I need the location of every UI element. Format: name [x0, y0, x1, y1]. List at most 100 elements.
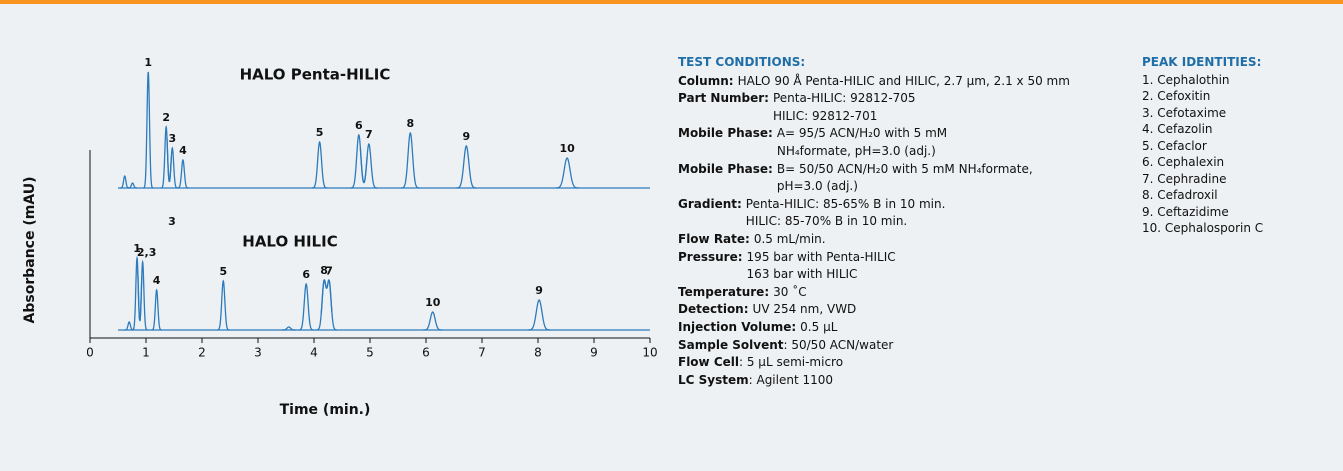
condition-value: Penta-HILIC: 92812-705 HILIC: 92812-701: [773, 90, 916, 125]
x-tick-label: 5: [366, 346, 374, 360]
peak: [166, 137, 178, 189]
peak-label: 7: [365, 128, 373, 141]
peak-identity: 5. Cefaclor: [1142, 138, 1207, 153]
peak-identity: 7. Cephradine: [1142, 171, 1227, 186]
value-line: Penta-HILIC: 92812-705: [772, 91, 916, 106]
section-title: PEAK IDENTITIES:: [1142, 55, 1262, 69]
peak-label: 1: [133, 242, 141, 255]
value-line: 163 bar with HILIC: [746, 267, 858, 282]
peak: [320, 279, 338, 331]
condition: Pressure: 195 bar with Penta-HILIC 163 bar…: [678, 249, 1070, 284]
x-tick-label: 1: [142, 346, 150, 360]
condition: Column: HALO 90 Å Penta-HILIC and HILIC, …: [678, 73, 1070, 91]
x-tick-label: 7: [478, 346, 486, 360]
condition: LC System: Agilent 1100: [678, 372, 1070, 390]
peak-label: 10: [559, 142, 575, 155]
peak: [359, 142, 378, 189]
condition-value: UV 254 nm, VWD: [753, 301, 857, 319]
y-axis-label: Absorbance (mAU): [22, 177, 38, 324]
x-tick-label: 2: [198, 346, 206, 360]
peak-identity: 3. Cefotaxime: [1142, 105, 1227, 120]
condition-label: Gradient:: [678, 196, 742, 211]
condition-label: Column:: [678, 73, 734, 88]
condition-label: Pressure:: [678, 249, 743, 264]
x-tick-label: 9: [590, 346, 598, 360]
peak: [124, 321, 135, 331]
value-line: : 5 µL semi-micro: [739, 355, 844, 370]
x-tick-label: 8: [534, 346, 542, 360]
peak: [127, 182, 138, 189]
peak-identity: 9. Ceftazidime: [1142, 204, 1229, 219]
value-line: 0.5 µL: [800, 319, 838, 334]
peak: [423, 311, 443, 331]
peak: [311, 140, 328, 189]
condition-value: 195 bar with Penta-HILIC 163 bar with HIL…: [747, 249, 896, 284]
peak: [143, 71, 154, 189]
peak: [217, 279, 230, 331]
peak: [120, 175, 130, 189]
peak: [151, 288, 162, 331]
condition-label: Flow Cell: [678, 355, 739, 370]
peak: [555, 157, 579, 189]
annotation: 3: [168, 215, 176, 228]
condition: Mobile Phase: B= 50/50 ACN/H₂0 with 5 mM …: [678, 161, 1070, 196]
value-line: B= 50/50 ACN/H₂0 with 5 mM NH₄formate,: [776, 161, 1033, 176]
peak-label: 2,3: [137, 246, 157, 259]
condition: Temperature: 30 ˚C: [678, 284, 1070, 302]
test-conditions: TEST CONDITIONS: Column: HALO 90 Å Penta-H…: [678, 54, 1070, 389]
condition-value: A= 95/5 ACN/H₂0 with 5 mM NH₄formate, pH=…: [777, 125, 947, 160]
condition-label: Part Number:: [678, 91, 769, 106]
condition-value: HALO 90 Å Penta-HILIC and HILIC, 2.7 µm,…: [738, 73, 1070, 91]
condition-label: Detection:: [678, 302, 749, 317]
peak-label: 6: [355, 119, 363, 132]
peak-label: 9: [535, 284, 543, 297]
condition-value: 0.5 mL/min.: [754, 231, 826, 249]
series-title: HALO Penta-HILIC: [240, 66, 391, 84]
condition-value: : Agilent 1100: [749, 372, 833, 390]
condition-label: Flow Rate:: [678, 231, 750, 246]
value-line: HILIC: 85-70% B in 10 min.: [745, 214, 908, 229]
peak-label: 3: [168, 132, 176, 145]
peak-label: 1: [144, 56, 152, 69]
peak-label: 8: [320, 264, 328, 277]
condition-value: Penta-HILIC: 85-65% B in 10 min. HILIC: 8…: [746, 196, 946, 231]
peak-identity: 10. Cephalosporin C: [1142, 221, 1264, 235]
value-line: pH=3.0 (adj.): [776, 179, 858, 194]
condition-value: : 5 µL semi-micro: [739, 354, 843, 372]
condition: Detection: UV 254 nm, VWD: [678, 301, 1070, 319]
peak-identity: 8. Cefadroxil: [1142, 188, 1218, 202]
condition: Injection Volume: 0.5 µL: [678, 319, 1070, 337]
condition: Flow Rate: 0.5 mL/min.: [678, 231, 1070, 249]
peak: [177, 158, 189, 189]
value-line: Penta-HILIC: 85-65% B in 10 min.: [745, 196, 946, 211]
peak-identity: 2. Cefoxitin: [1142, 89, 1211, 103]
peak-label: 9: [462, 130, 470, 143]
value-line: : 50/50 ACN/water: [783, 337, 894, 352]
peak-label: 10: [425, 296, 441, 309]
value-line: HILIC: 92812-701: [772, 108, 878, 123]
condition-value: 30 ˚C: [773, 284, 806, 302]
x-tick-label: 10: [642, 346, 657, 360]
value-line: 195 bar with Penta-HILIC: [746, 249, 896, 264]
condition-value: : 50/50 ACN/water: [784, 337, 894, 355]
peak-identities: PEAK IDENTITIES: 1. Cephalothin 2. Cefoxit…: [1142, 54, 1263, 237]
peak-label: 6: [302, 268, 310, 281]
x-tick-label: 4: [310, 346, 318, 360]
condition-label: Temperature:: [678, 284, 770, 299]
value-line: : Agilent 1100: [748, 372, 834, 387]
condition-value: B= 50/50 ACN/H₂0 with 5 mM NH₄formate, pH…: [777, 161, 1033, 196]
condition-label: Mobile Phase:: [678, 126, 773, 141]
peak: [527, 299, 551, 331]
condition-value: 0.5 µL: [800, 319, 837, 337]
section-title: TEST CONDITIONS:: [678, 55, 806, 69]
peak: [401, 131, 420, 189]
value-line: HALO 90 Å Penta-HILIC and HILIC, 2.7 µm,…: [737, 73, 1070, 88]
peak-label: 4: [153, 274, 161, 287]
condition: Flow Cell: 5 µL semi-micro: [678, 354, 1070, 372]
peak: [298, 282, 314, 331]
peak: [281, 326, 297, 331]
x-axis-label: Time (min.): [280, 402, 371, 418]
peak: [137, 259, 148, 331]
value-line: UV 254 nm, VWD: [752, 302, 857, 317]
